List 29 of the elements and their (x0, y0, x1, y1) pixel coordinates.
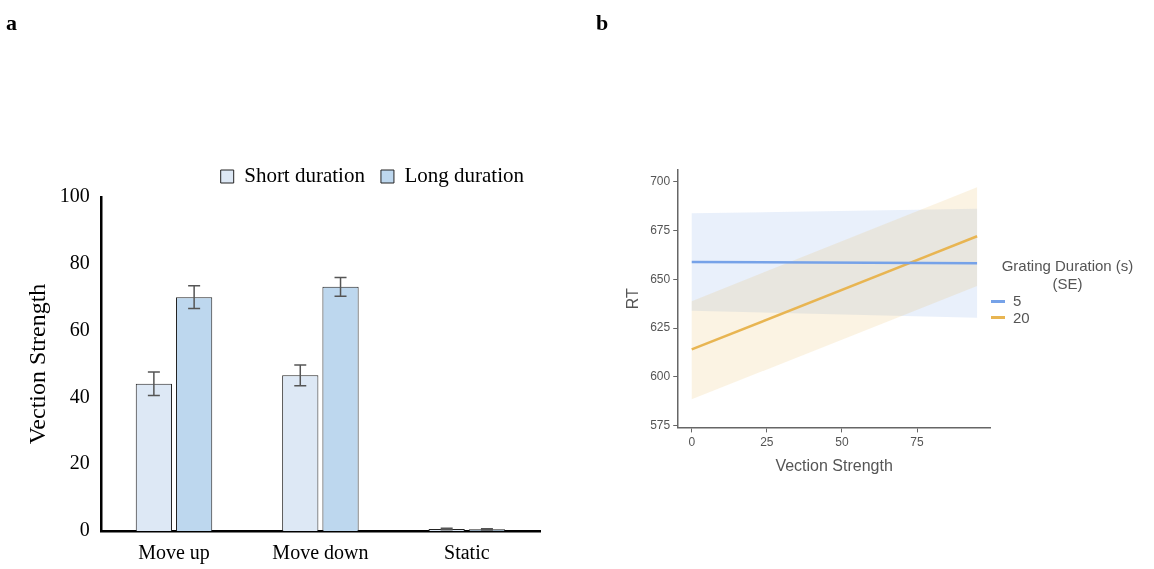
legend-title: Grating Duration (s) (SE) (1000, 257, 1135, 293)
y-tick-label: 675 (650, 222, 671, 237)
y-tick-label: 60 (69, 317, 90, 340)
y-tick-label: 100 (59, 184, 90, 207)
y-axis-title: Vection Strength (23, 283, 50, 445)
y-tick-label: 625 (650, 320, 671, 335)
chart-title: a (6, 10, 17, 36)
x-tick-label: Move down (272, 541, 369, 564)
y-tick-label: 40 (69, 384, 90, 407)
x-tick-label: Static (444, 541, 490, 564)
y-tick-label: 80 (69, 251, 90, 274)
y-tick-label: 700 (650, 174, 671, 189)
y-tick-label: 600 (650, 369, 671, 384)
y-tick-label: 575 (650, 417, 671, 432)
x-tick-label: Move up (138, 541, 210, 565)
chart-title: b (596, 10, 609, 36)
legend-label: Short duration (244, 163, 366, 188)
x-axis-title: Vection Strength (775, 456, 893, 474)
y-axis-title: RT (624, 288, 642, 310)
x-tick-label: 75 (910, 434, 925, 449)
legend-label: Long duration (404, 163, 525, 188)
y-tick-label: 650 (650, 271, 671, 286)
x-tick-label: 0 (688, 434, 696, 449)
x-tick-label: 25 (760, 434, 774, 449)
y-tick-label: 20 (69, 451, 90, 474)
legend-label: 5 (1013, 292, 1022, 310)
y-tick-label: 0 (79, 518, 90, 541)
legend-label: 20 (1013, 308, 1030, 326)
x-tick-label: 50 (835, 434, 849, 449)
